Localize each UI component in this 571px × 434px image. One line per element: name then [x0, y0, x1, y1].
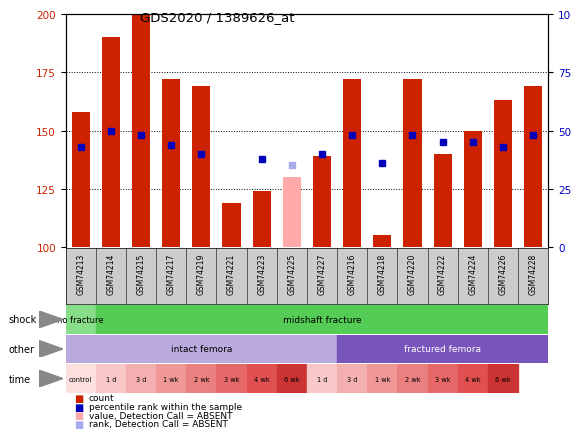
Bar	[96, 365, 126, 393]
Text: GSM74217: GSM74217	[167, 253, 176, 294]
Text: GSM74218: GSM74218	[378, 253, 387, 294]
Bar	[72, 113, 90, 247]
Bar	[494, 101, 512, 247]
Bar	[367, 365, 397, 393]
Bar	[403, 80, 421, 247]
Text: ■: ■	[74, 402, 83, 411]
Bar	[102, 39, 120, 247]
Text: 6 wk: 6 wk	[495, 376, 510, 381]
Text: 3 wk: 3 wk	[224, 376, 239, 381]
Bar	[216, 365, 247, 393]
Bar	[126, 365, 156, 393]
Bar	[433, 155, 452, 247]
Text: GSM74224: GSM74224	[468, 253, 477, 294]
Bar	[373, 236, 391, 247]
Bar	[458, 365, 488, 393]
Text: rank, Detection Call = ABSENT: rank, Detection Call = ABSENT	[89, 420, 227, 428]
Text: percentile rank within the sample: percentile rank within the sample	[89, 402, 242, 411]
Text: 2 wk: 2 wk	[194, 376, 209, 381]
Text: GSM74227: GSM74227	[317, 253, 327, 294]
Text: 4 wk: 4 wk	[254, 376, 270, 381]
Text: count: count	[89, 394, 114, 402]
Text: 6 wk: 6 wk	[284, 376, 300, 381]
Text: intact femora: intact femora	[171, 345, 232, 354]
Text: 3 d: 3 d	[347, 376, 357, 381]
Bar	[488, 365, 518, 393]
Text: GSM74226: GSM74226	[498, 253, 508, 294]
Text: 1 wk: 1 wk	[163, 376, 179, 381]
Bar	[192, 87, 210, 247]
Bar	[277, 365, 307, 393]
Text: GSM74228: GSM74228	[529, 253, 537, 294]
Text: GSM74219: GSM74219	[197, 253, 206, 294]
Bar	[337, 365, 367, 393]
Bar	[464, 131, 482, 247]
Bar	[247, 365, 277, 393]
Text: midshaft fracture: midshaft fracture	[283, 315, 361, 324]
Text: ■: ■	[74, 393, 83, 403]
Text: GSM74225: GSM74225	[287, 253, 296, 294]
Text: 1 d: 1 d	[317, 376, 327, 381]
Polygon shape	[39, 370, 63, 387]
Text: 4 wk: 4 wk	[465, 376, 481, 381]
Polygon shape	[39, 341, 63, 358]
Bar	[66, 306, 96, 334]
Bar	[343, 80, 361, 247]
Bar	[252, 192, 271, 247]
Text: no fracture: no fracture	[58, 315, 104, 324]
Bar	[66, 365, 96, 393]
Bar	[162, 80, 180, 247]
Text: ■: ■	[74, 419, 83, 429]
Text: GSM74214: GSM74214	[106, 253, 115, 294]
Polygon shape	[39, 311, 63, 328]
Bar	[307, 365, 337, 393]
Bar	[156, 365, 186, 393]
Bar	[66, 335, 337, 363]
Text: GSM74221: GSM74221	[227, 253, 236, 294]
Bar	[283, 178, 301, 247]
Text: time: time	[9, 374, 31, 384]
Text: 1 wk: 1 wk	[375, 376, 390, 381]
Text: GSM74223: GSM74223	[257, 253, 266, 294]
Bar	[186, 365, 216, 393]
Bar	[337, 335, 548, 363]
Bar	[132, 15, 150, 247]
Bar	[524, 87, 542, 247]
Text: other: other	[9, 344, 35, 354]
Text: 3 wk: 3 wk	[435, 376, 451, 381]
Text: GSM74213: GSM74213	[77, 253, 85, 294]
Text: 2 wk: 2 wk	[405, 376, 420, 381]
Text: 1 d: 1 d	[106, 376, 116, 381]
Text: control: control	[69, 376, 93, 381]
Text: shock: shock	[9, 315, 37, 325]
Text: GSM74222: GSM74222	[438, 253, 447, 294]
Text: GSM74220: GSM74220	[408, 253, 417, 294]
Text: ■: ■	[74, 411, 83, 420]
Bar	[428, 365, 458, 393]
Text: value, Detection Call = ABSENT: value, Detection Call = ABSENT	[89, 411, 232, 420]
Bar	[397, 365, 428, 393]
Text: GSM74215: GSM74215	[136, 253, 146, 294]
Text: fractured femora: fractured femora	[404, 345, 481, 354]
Text: 3 d: 3 d	[136, 376, 146, 381]
Text: GDS2020 / 1389626_at: GDS2020 / 1389626_at	[140, 11, 294, 24]
Bar	[313, 157, 331, 247]
Text: GSM74216: GSM74216	[348, 253, 357, 294]
Bar	[223, 203, 240, 247]
